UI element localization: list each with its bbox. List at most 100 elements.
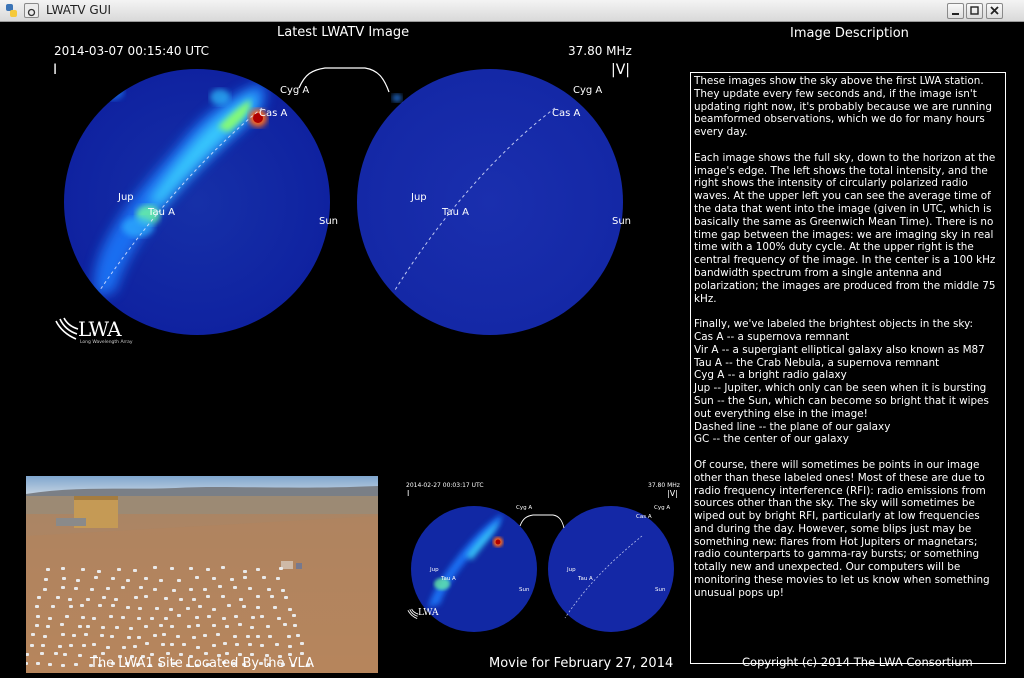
antenna	[69, 604, 74, 608]
description-paragraph-2: Each image shows the full sky, down to t…	[694, 151, 996, 305]
close-icon	[990, 6, 999, 15]
antenna	[259, 644, 264, 648]
antenna	[266, 625, 271, 629]
antenna	[278, 566, 283, 570]
antenna	[153, 566, 158, 570]
python-app-icon	[6, 4, 17, 17]
antenna	[177, 613, 182, 617]
antenna	[43, 635, 47, 639]
antenna	[230, 578, 235, 582]
antenna	[212, 577, 217, 581]
antenna	[125, 578, 130, 582]
antenna	[238, 623, 243, 627]
antenna	[120, 616, 125, 620]
antenna	[127, 636, 132, 640]
label-cyg-a-right: Cyg A	[573, 85, 603, 96]
label-sun-right: Sun	[612, 216, 632, 227]
maximize-button[interactable]	[966, 3, 983, 19]
antenna	[26, 653, 30, 657]
antenna	[166, 651, 171, 655]
antenna	[153, 634, 158, 638]
antenna	[43, 587, 48, 591]
antenna	[164, 616, 169, 620]
antenna	[206, 615, 211, 619]
antenna	[85, 624, 90, 628]
antenna	[288, 607, 293, 611]
antenna	[114, 597, 119, 601]
antenna	[205, 567, 210, 571]
antenna	[155, 606, 160, 610]
antenna	[288, 652, 293, 656]
antenna	[51, 605, 56, 609]
antenna	[198, 605, 203, 609]
antenna	[222, 661, 227, 665]
antenna	[267, 587, 272, 591]
antenna	[105, 586, 110, 590]
movie-sky-images	[411, 506, 674, 632]
movie-label-cyg-a-right: Cyg A	[654, 505, 671, 511]
antenna	[169, 624, 174, 628]
description-paragraph-1: These images show the sky above the firs…	[694, 75, 992, 139]
antenna	[93, 654, 98, 658]
antenna	[144, 595, 149, 599]
label-sun-left: Sun	[319, 216, 339, 227]
movie-timestamp: 2014-02-27 00:03:17 UTC	[406, 482, 484, 489]
movie-stokes-v-label: |V|	[667, 489, 678, 498]
window-title: LWATV GUI	[46, 3, 112, 17]
antenna	[35, 623, 40, 627]
antenna	[152, 588, 157, 592]
antenna	[278, 655, 283, 659]
antenna	[111, 662, 115, 665]
antenna	[239, 597, 244, 601]
antenna	[134, 595, 139, 599]
antenna	[206, 594, 211, 598]
antenna	[85, 597, 90, 601]
window-menu-button[interactable]	[24, 3, 39, 18]
latest-image-heading: Latest LWATV Image	[277, 25, 410, 40]
antenna	[143, 576, 148, 580]
antenna	[305, 663, 310, 667]
antenna	[31, 632, 36, 636]
label-tau-a-left: Tau A	[148, 207, 175, 218]
antenna	[157, 662, 162, 666]
label-cas-a-left: Cas A	[259, 108, 288, 119]
antenna	[169, 566, 174, 570]
antenna	[89, 588, 94, 592]
antenna	[191, 597, 196, 601]
antenna	[206, 662, 211, 666]
stokes-i-label: I	[53, 62, 58, 78]
antenna	[162, 633, 167, 637]
movie-stokes-v-image	[548, 506, 674, 632]
minimize-button[interactable]	[947, 3, 964, 19]
antenna	[132, 645, 137, 649]
label-cyg-a-left: Cyg A	[280, 85, 310, 96]
antenna	[109, 635, 114, 638]
antenna	[77, 654, 82, 658]
antenna	[106, 645, 111, 649]
antenna	[248, 586, 253, 590]
antenna	[248, 643, 253, 647]
antenna	[110, 604, 115, 608]
movie-spectrum-plot	[519, 514, 565, 529]
movie-lwa-logo-text: LWA	[418, 608, 439, 618]
antenna	[282, 623, 287, 627]
label-cas-a-right: Cas A	[552, 108, 581, 119]
antenna	[139, 585, 144, 589]
movie-caption: Movie for February 27, 2014	[489, 656, 674, 671]
antenna	[45, 568, 50, 572]
antenna	[120, 585, 125, 589]
movie-frequency: 37.80 MHz	[648, 482, 680, 489]
antenna	[259, 614, 264, 618]
antenna	[286, 634, 291, 638]
antenna	[97, 604, 102, 608]
antenna	[178, 652, 183, 656]
antenna	[80, 616, 85, 620]
antenna	[196, 645, 201, 649]
antenna	[61, 576, 66, 580]
antenna	[144, 624, 149, 628]
antenna	[40, 643, 45, 647]
antenna	[128, 626, 133, 630]
antenna	[80, 604, 85, 607]
antenna	[136, 617, 141, 621]
close-button[interactable]	[986, 3, 1003, 19]
